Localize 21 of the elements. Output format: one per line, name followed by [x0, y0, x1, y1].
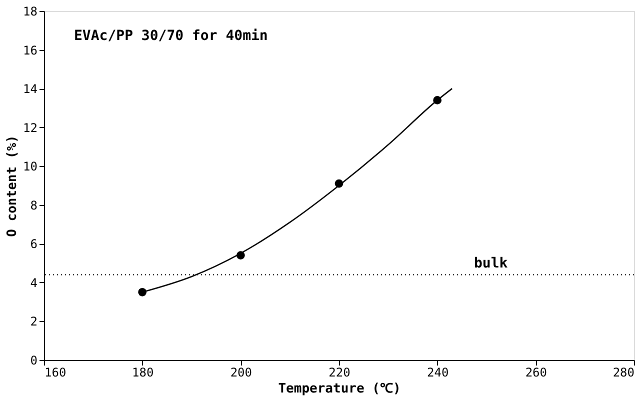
annotation: EVAc/PP 30/70 for 40min: [74, 28, 268, 44]
y-tick-label: 8: [30, 198, 38, 212]
y-tick-label: 2: [30, 314, 38, 329]
y-tick-label: 12: [23, 120, 38, 135]
x-axis-title: Temperature (℃): [278, 382, 401, 396]
x-tick-label: 260: [525, 366, 548, 380]
x-tick-label: 220: [328, 366, 350, 380]
y-tick-label: 4: [30, 276, 38, 290]
y-tick-label: 16: [23, 43, 38, 58]
x-tick-label: 280: [612, 366, 634, 380]
x-tick-label: 200: [230, 366, 252, 380]
x-tick-label: 240: [426, 366, 449, 380]
x-tick-label: 160: [44, 366, 66, 380]
y-tick-label: 6: [30, 237, 38, 252]
ref-line-label: bulk: [474, 256, 508, 272]
y-tick-label: 14: [23, 82, 38, 96]
y-axis-title: O content (%): [5, 135, 20, 237]
y-tick-label: 0: [30, 354, 38, 368]
x-tick-label: 180: [132, 366, 154, 380]
y-tick-label: 18: [23, 4, 38, 18]
y-tick-label: 10: [23, 160, 38, 174]
